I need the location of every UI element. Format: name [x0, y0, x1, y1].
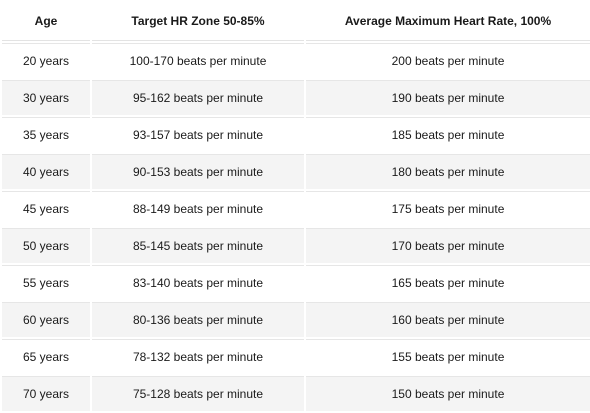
cell-max-heart-rate: 150 beats per minute: [306, 376, 590, 411]
table-row: 60 years 80-136 beats per minute 160 bea…: [2, 302, 590, 337]
table-row: 70 years 75-128 beats per minute 150 bea…: [2, 376, 590, 411]
cell-target-zone: 78-132 beats per minute: [92, 339, 304, 374]
cell-age: 40 years: [2, 154, 90, 189]
cell-age: 50 years: [2, 228, 90, 263]
cell-target-zone: 100-170 beats per minute: [92, 43, 304, 78]
header-age: Age: [2, 2, 90, 41]
header-target-zone: Target HR Zone 50-85%: [92, 2, 304, 41]
table-row: 65 years 78-132 beats per minute 155 bea…: [2, 339, 590, 374]
cell-max-heart-rate: 170 beats per minute: [306, 228, 590, 263]
table-header: Age Target HR Zone 50-85% Average Maximu…: [2, 2, 590, 41]
table-body: 20 years 100-170 beats per minute 200 be…: [2, 43, 590, 411]
cell-max-heart-rate: 190 beats per minute: [306, 80, 590, 115]
cell-target-zone: 93-157 beats per minute: [92, 117, 304, 152]
cell-target-zone: 85-145 beats per minute: [92, 228, 304, 263]
cell-target-zone: 75-128 beats per minute: [92, 376, 304, 411]
table-row: 55 years 83-140 beats per minute 165 bea…: [2, 265, 590, 300]
table-row: 40 years 90-153 beats per minute 180 bea…: [2, 154, 590, 189]
table-row: 50 years 85-145 beats per minute 170 bea…: [2, 228, 590, 263]
header-max-heart-rate: Average Maximum Heart Rate, 100%: [306, 2, 590, 41]
cell-max-heart-rate: 200 beats per minute: [306, 43, 590, 78]
cell-target-zone: 95-162 beats per minute: [92, 80, 304, 115]
cell-max-heart-rate: 185 beats per minute: [306, 117, 590, 152]
cell-max-heart-rate: 165 beats per minute: [306, 265, 590, 300]
cell-max-heart-rate: 160 beats per minute: [306, 302, 590, 337]
cell-age: 65 years: [2, 339, 90, 374]
cell-age: 45 years: [2, 191, 90, 226]
cell-age: 70 years: [2, 376, 90, 411]
cell-target-zone: 83-140 beats per minute: [92, 265, 304, 300]
table-row: 45 years 88-149 beats per minute 175 bea…: [2, 191, 590, 226]
cell-age: 60 years: [2, 302, 90, 337]
cell-target-zone: 88-149 beats per minute: [92, 191, 304, 226]
table-row: 35 years 93-157 beats per minute 185 bea…: [2, 117, 590, 152]
cell-age: 20 years: [2, 43, 90, 78]
table-row: 20 years 100-170 beats per minute 200 be…: [2, 43, 590, 78]
cell-age: 35 years: [2, 117, 90, 152]
cell-age: 30 years: [2, 80, 90, 115]
cell-target-zone: 90-153 beats per minute: [92, 154, 304, 189]
cell-age: 55 years: [2, 265, 90, 300]
header-row: Age Target HR Zone 50-85% Average Maximu…: [2, 2, 590, 41]
cell-target-zone: 80-136 beats per minute: [92, 302, 304, 337]
cell-max-heart-rate: 180 beats per minute: [306, 154, 590, 189]
cell-max-heart-rate: 155 beats per minute: [306, 339, 590, 374]
table-row: 30 years 95-162 beats per minute 190 bea…: [2, 80, 590, 115]
cell-max-heart-rate: 175 beats per minute: [306, 191, 590, 226]
